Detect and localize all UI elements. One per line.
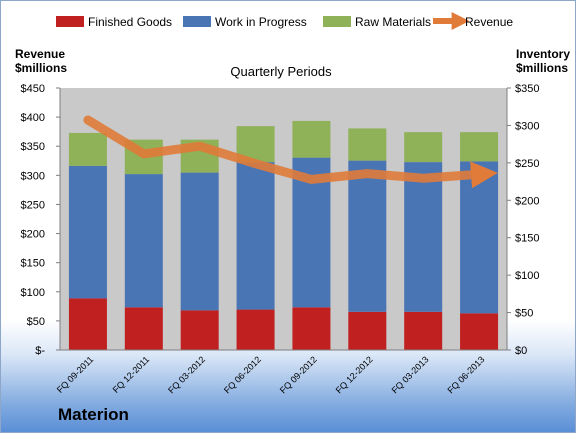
revenue-point	[198, 144, 202, 148]
category-label: FQ 12-2012	[334, 354, 375, 395]
bar-finished-goods	[236, 309, 275, 350]
bar-raw-materials	[348, 128, 387, 161]
bar-work-in-progress	[236, 162, 275, 310]
category-label: FQ 09-2011	[55, 354, 96, 395]
revenue-point	[254, 162, 258, 166]
bar-work-in-progress	[404, 162, 443, 312]
chart-subtitle: Quarterly Periods	[230, 64, 332, 79]
right-tick-label: $350	[515, 83, 539, 95]
right-tick-label: $200	[515, 195, 539, 207]
left-tick-label: $250	[21, 199, 45, 211]
category-label: FQ 03-2013	[390, 354, 431, 395]
right-tick-label: $0	[515, 345, 527, 357]
right-tick-label: $250	[515, 158, 539, 170]
right-tick-label: $150	[515, 233, 539, 245]
bar-work-in-progress	[348, 160, 387, 312]
bar-finished-goods	[460, 313, 499, 350]
left-tick-label: $100	[21, 287, 45, 299]
bar-finished-goods	[68, 298, 107, 350]
right-tick-label: $50	[515, 308, 533, 320]
legend-label-finished-goods: Finished Goods	[88, 15, 172, 29]
left-axis-title-line2: $millions	[15, 61, 67, 75]
right-axis-title-line1: Inventory	[516, 47, 570, 61]
legend-label-raw-materials: Raw Materials	[355, 15, 431, 29]
right-axis-title-line2: $millions	[516, 61, 568, 75]
left-tick-label: $450	[21, 83, 45, 95]
legend-swatch-work-in-progress	[183, 16, 211, 27]
category-label: FQ 12-2011	[111, 354, 152, 395]
left-tick-label: $300	[21, 170, 45, 182]
revenue-point	[86, 118, 90, 122]
category-label: FQ 09-2012	[278, 354, 319, 395]
left-tick-label: $-	[35, 345, 45, 357]
revenue-point	[421, 176, 425, 180]
bar-raw-materials	[292, 120, 331, 158]
bar-finished-goods	[348, 311, 387, 350]
revenue-line	[83, 115, 498, 189]
bar-work-in-progress	[68, 165, 107, 299]
bar-finished-goods	[404, 311, 443, 350]
legend: Finished Goods Work in Progress Raw Materi…	[56, 12, 513, 30]
bar-raw-materials	[404, 132, 443, 163]
bar-finished-goods	[124, 307, 163, 350]
revenue-point	[477, 172, 481, 176]
legend-swatch-finished-goods	[56, 16, 84, 27]
legend-label-work-in-progress: Work in Progress	[215, 15, 307, 29]
revenue-line-group	[83, 115, 498, 189]
right-tick-label: $300	[515, 120, 539, 132]
bar-work-in-progress	[460, 161, 499, 314]
left-tick-label: $50	[27, 316, 45, 328]
bar-finished-goods	[180, 310, 219, 350]
revenue-point	[142, 152, 146, 156]
left-tick-label: $200	[21, 229, 45, 241]
bar-work-in-progress	[124, 174, 163, 308]
bar-raw-materials	[68, 132, 107, 166]
left-axis-title-line1: Revenue	[15, 47, 65, 61]
category-label: FQ 06-2012	[222, 354, 263, 395]
left-tick-label: $150	[21, 258, 45, 270]
revenue-point	[309, 177, 313, 181]
left-tick-label: $350	[21, 141, 45, 153]
bar-work-in-progress	[180, 172, 219, 311]
legend-label-revenue: Revenue	[465, 15, 513, 29]
revenue-point	[365, 172, 369, 176]
category-label: FQ 06-2013	[445, 354, 486, 395]
bar-raw-materials	[460, 132, 499, 162]
right-tick-label: $100	[515, 270, 539, 282]
bar-finished-goods	[292, 307, 331, 350]
legend-swatch-raw-materials	[323, 16, 351, 27]
left-tick-label: $400	[21, 112, 45, 124]
category-label: FQ 03-2012	[166, 354, 207, 395]
brand-label: Materion	[58, 405, 129, 424]
